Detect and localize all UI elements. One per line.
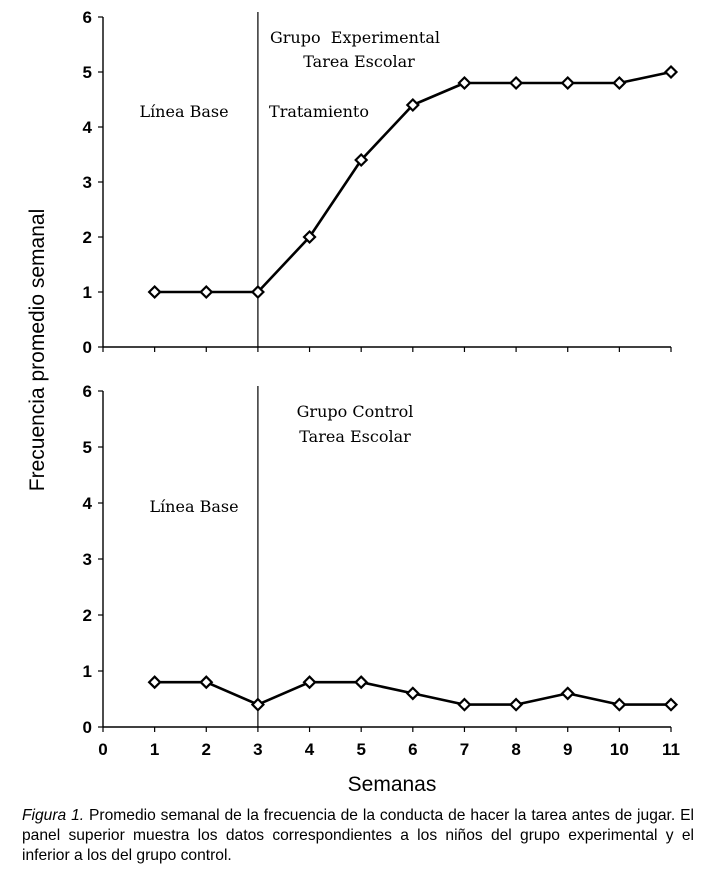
top-data-point <box>612 75 627 91</box>
bottom-x-tick-label: 11 <box>662 740 680 759</box>
top-y-tick-label: 2 <box>83 228 92 247</box>
top-y-tick-label: 5 <box>83 63 92 82</box>
top-y-tick-label: 4 <box>83 118 93 137</box>
bottom-x-tick-label: 7 <box>460 740 469 759</box>
bottom-y-tick-label: 6 <box>83 382 92 401</box>
figure-caption: Figura 1. Promedio semanal de la frecuen… <box>22 806 694 866</box>
bottom-panel-subtitle: Tarea Escolar <box>299 427 411 446</box>
caption-text: Promedio semanal de la frecuencia de la … <box>22 807 694 864</box>
top-data-point <box>405 97 420 113</box>
bottom-y-tick-label: 1 <box>83 662 92 681</box>
top-data-point <box>147 284 162 300</box>
bottom-y-tick-label: 3 <box>83 550 92 569</box>
bottom-panel-title: Grupo Control <box>297 402 414 421</box>
top-data-point <box>663 64 679 80</box>
bottom-x-tick-label: 5 <box>356 740 365 759</box>
bottom-x-tick-label: 6 <box>408 740 417 759</box>
top-panel-title: Grupo Experimental <box>270 28 440 47</box>
bottom-data-point <box>302 675 317 690</box>
figure-chart: 0 1 2 3 4 5 6 Grupo Experimental Tarea Escolar Lí… <box>26 8 680 796</box>
figure-number: Figura 1. <box>22 807 85 824</box>
top-y-tick-label: 6 <box>83 8 92 27</box>
bottom-phase-label: Línea Base <box>149 497 238 516</box>
bottom-panel: 0 1 2 3 4 5 6 0 1 2 3 4 5 6 7 8 9 10 11 Grupo Control Tarea … <box>83 382 680 759</box>
bottom-data-point <box>147 675 162 690</box>
bottom-data-point <box>354 675 369 690</box>
top-data-point <box>509 75 524 91</box>
bottom-data-point <box>250 697 265 712</box>
top-phase-label: Línea Base <box>139 102 228 121</box>
top-data-point <box>302 229 317 245</box>
y-axis-title: Frecuencia promedio semanal <box>26 209 49 491</box>
bottom-data-point <box>663 697 679 712</box>
bottom-data-point <box>509 697 524 712</box>
bottom-data-point <box>199 675 214 690</box>
top-y-tick-label: 0 <box>83 338 92 357</box>
top-data-point <box>457 75 472 91</box>
bottom-y-tick-label: 5 <box>83 438 92 457</box>
bottom-y-tick-label: 2 <box>83 606 92 625</box>
bottom-x-tick-label: 2 <box>202 740 211 759</box>
bottom-data-point <box>457 697 472 712</box>
top-phase-label: Tratamiento <box>269 102 369 121</box>
top-data-point <box>250 284 265 300</box>
bottom-x-tick-label: 10 <box>610 740 629 759</box>
top-panel-subtitle: Tarea Escolar <box>303 52 415 71</box>
top-data-point <box>199 284 214 300</box>
bottom-y-tick-label: 4 <box>83 494 93 513</box>
bottom-data-point <box>612 697 627 712</box>
top-data-point <box>560 75 575 91</box>
top-y-tick-label: 3 <box>83 173 92 192</box>
bottom-x-tick-label: 8 <box>511 740 520 759</box>
bottom-y-tick-label: 0 <box>83 718 92 737</box>
bottom-data-point <box>560 686 575 701</box>
top-panel: 0 1 2 3 4 5 6 Grupo Experimental Tarea Escolar Lí… <box>83 8 679 357</box>
top-y-tick-label: 1 <box>83 283 92 302</box>
bottom-x-tick-label: 1 <box>150 740 159 759</box>
top-data-point <box>354 152 369 168</box>
bottom-data-point <box>405 686 420 701</box>
bottom-x-tick-label: 3 <box>253 740 262 759</box>
bottom-x-tick-label: 0 <box>98 740 107 759</box>
bottom-x-tick-label: 4 <box>305 740 315 759</box>
x-axis-title: Semanas <box>348 773 437 796</box>
bottom-x-tick-label: 9 <box>563 740 572 759</box>
